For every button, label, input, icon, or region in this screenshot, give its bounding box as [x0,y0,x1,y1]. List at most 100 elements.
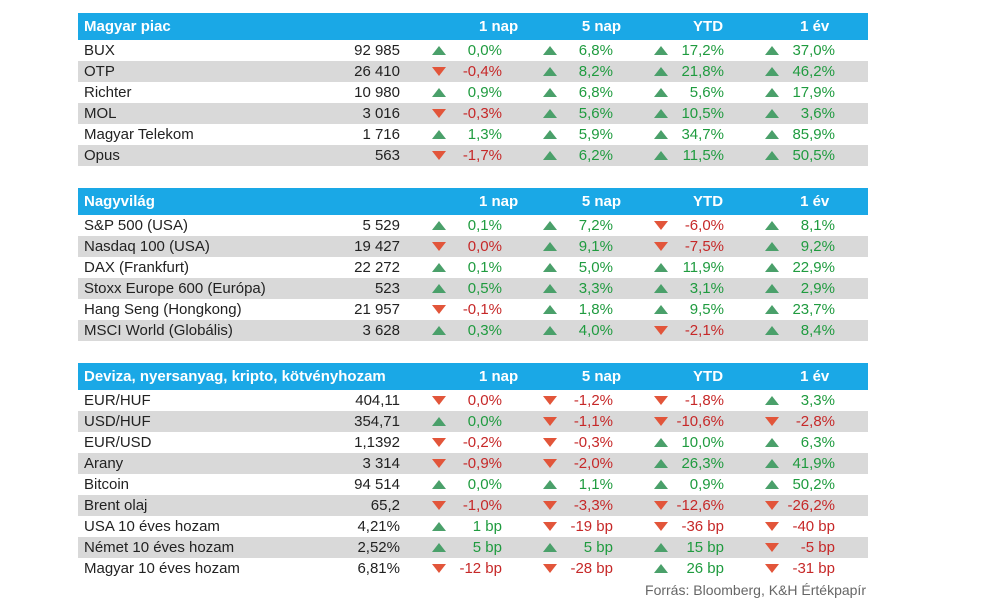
change-value: 21,8% [681,63,724,80]
change-value: -0,2% [462,434,502,451]
change-value: -6,0% [684,217,724,234]
table-row: MSCI World (Globális) 3 628 0,3% 4,0% -2,1% 8… [78,320,868,341]
change-value: 17,9% [792,84,835,101]
change-value: 9,5% [689,301,724,318]
row-value: 94 514 [354,476,400,493]
column-header: YTD [693,193,724,210]
change-cell: 37,0% [735,42,846,59]
change-cell: 50,5% [735,147,846,164]
change-cell: 26 bp [624,560,735,577]
column-header: 5 nap [581,18,622,35]
change-cell: 21,8% [624,63,735,80]
arrow-up-icon [535,109,565,118]
arrow-down-icon [646,501,676,510]
arrow-up-icon [757,221,787,230]
change-value: -28 bp [570,560,613,577]
arrow-up-icon [646,67,676,76]
triangle-up-icon [543,67,557,76]
change-cell: -0,3% [402,105,513,122]
arrow-up-icon [757,305,787,314]
change-cell: 23,7% [735,301,846,318]
triangle-up-icon [765,221,779,230]
arrow-up-icon [424,543,454,552]
arrow-down-icon [646,242,676,251]
change-cell: 11,9% [624,259,735,276]
table-row: OTP 26 410 -0,4% 8,2% 21,8% 46,2% [78,61,868,82]
change-cell: 1,1% [513,476,624,493]
change-value: 7,2% [578,217,613,234]
change-value: -1,0% [462,497,502,514]
change-value: 0,9% [689,476,724,493]
change-value: -31 bp [792,560,835,577]
triangle-up-icon [432,522,446,531]
change-value: -1,7% [462,147,502,164]
change-cell: -2,8% [735,413,846,430]
triangle-up-icon [765,263,779,272]
change-cell: -2,1% [624,322,735,339]
change-cell: 8,4% [735,322,846,339]
arrow-up-icon [424,417,454,426]
change-value: 1,8% [578,301,613,318]
change-cell: -1,0% [402,497,513,514]
table-row: Opus 563 -1,7% 6,2% 11,5% 50,5% [78,145,868,166]
change-value: -10,6% [676,413,724,430]
change-cell: 22,9% [735,259,846,276]
arrow-up-icon [757,130,787,139]
change-cell: -2,0% [513,455,624,472]
triangle-down-icon [654,221,668,230]
triangle-up-icon [432,284,446,293]
row-name: BUX [84,42,115,59]
row-value: 2,52% [357,539,400,556]
arrow-up-icon [757,396,787,405]
change-cell: 0,9% [402,84,513,101]
arrow-up-icon [646,130,676,139]
change-value: -2,0% [573,455,613,472]
arrow-up-icon [757,67,787,76]
column-header: 1 nap [478,368,519,385]
triangle-up-icon [654,459,668,468]
column-header: YTD [693,368,724,385]
table-nagyvilag: Nagyvilág 1 nap 5 nap YTD 1 év S&P 500 (USA) 5… [78,188,868,341]
triangle-up-icon [765,284,779,293]
row-name: Stoxx Europe 600 (Európa) [84,280,266,297]
change-value: -1,1% [573,413,613,430]
row-name: EUR/USD [84,434,152,451]
triangle-down-icon [654,326,668,335]
arrow-up-icon [424,284,454,293]
table-row: Hang Seng (Hongkong) 21 957 -0,1% 1,8% 9,5% 2… [78,299,868,320]
triangle-down-icon [765,543,779,552]
change-cell: -6,0% [624,217,735,234]
change-cell: -12 bp [402,560,513,577]
change-cell: -0,1% [402,301,513,318]
triangle-up-icon [432,221,446,230]
change-value: 0,1% [467,259,502,276]
change-value: 0,0% [467,392,502,409]
change-value: -5 bp [800,539,835,556]
change-cell: -40 bp [735,518,846,535]
change-cell: 50,2% [735,476,846,493]
triangle-down-icon [432,564,446,573]
triangle-up-icon [765,438,779,447]
arrow-up-icon [535,130,565,139]
column-header: 5 nap [581,368,622,385]
change-value: 0,9% [467,84,502,101]
arrow-up-icon [757,326,787,335]
row-value: 26 410 [354,63,400,80]
change-cell: -1,2% [513,392,624,409]
arrow-down-icon [424,501,454,510]
change-value: -0,3% [462,105,502,122]
change-cell: -10,6% [624,413,735,430]
change-value: 5,6% [578,105,613,122]
arrow-up-icon [757,46,787,55]
triangle-up-icon [432,417,446,426]
triangle-up-icon [654,46,668,55]
change-cell: 0,9% [624,476,735,493]
triangle-up-icon [432,88,446,97]
change-value: 6,8% [578,42,613,59]
triangle-down-icon [432,242,446,251]
triangle-down-icon [432,501,446,510]
triangle-up-icon [543,305,557,314]
change-value: 22,9% [792,259,835,276]
arrow-up-icon [646,46,676,55]
row-name: Brent olaj [84,497,148,514]
